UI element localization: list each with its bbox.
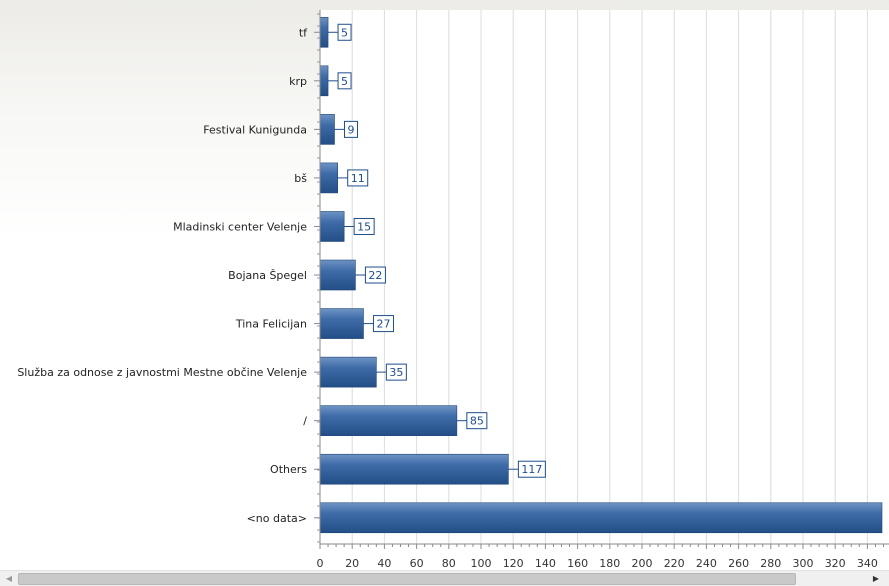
x-tick-label: 160 [567, 557, 588, 570]
data-label-box [364, 266, 386, 284]
category-labels: tf krp Festival Kunigunda bš Mladinski cente… [17, 26, 308, 525]
data-label-box [385, 363, 407, 381]
category-label: Festival Kunigunda [203, 123, 307, 136]
horizontal-scrollbar[interactable]: ◀ ▶ [0, 570, 889, 586]
bar-chart: 5 5 9 11 15 22 27 35 85 117 tf krp Festival Kunigun… [17, 10, 889, 570]
x-tick-label: 220 [664, 557, 685, 570]
scroll-left-arrow-icon[interactable]: ◀ [5, 574, 13, 583]
category-label: bš [294, 172, 307, 185]
grid-lines [351, 10, 868, 544]
category-label: Služba za odnose z javnostmi Mestne obči… [17, 366, 307, 379]
data-label: 11 [351, 172, 365, 185]
category-label: / [303, 415, 307, 428]
bar [319, 162, 339, 194]
bars: 5 5 9 11 15 22 27 35 85 117 [319, 16, 883, 534]
x-tick-label: 80 [442, 557, 456, 570]
data-label: 22 [368, 269, 382, 282]
x-tick-label: 140 [535, 557, 556, 570]
chart-area: 5 5 9 11 15 22 27 35 85 117 tf krp Festival Kunigun… [0, 0, 889, 570]
x-tick-label: 180 [599, 557, 620, 570]
data-label-box [343, 120, 358, 138]
bar [319, 502, 883, 534]
data-label-box [353, 217, 375, 235]
bar [319, 211, 345, 242]
x-tick-label: 40 [377, 557, 391, 570]
category-label: Bojana Špegel [228, 269, 307, 282]
x-tick-label: 100 [471, 557, 492, 570]
bar [319, 356, 377, 388]
x-tick-label: 300 [793, 557, 814, 570]
data-label: 35 [389, 366, 403, 379]
bar [319, 259, 356, 291]
category-label: Mladinski center Velenje [173, 220, 307, 233]
bar [319, 405, 458, 436]
category-label: <no data> [247, 512, 307, 525]
x-tick-label: 0 [317, 557, 324, 570]
x-tick-label: 60 [410, 557, 424, 570]
category-label: krp [289, 75, 307, 88]
bar [319, 308, 364, 339]
scroll-right-arrow-icon[interactable]: ▶ [872, 574, 880, 583]
x-tick-label: 340 [857, 557, 878, 570]
bar [319, 114, 335, 145]
data-label: 9 [347, 123, 354, 136]
data-label: 117 [521, 463, 542, 476]
x-axis-ticks: 0 20 40 60 80 100 120 140 160 180 200 220 240 260 280 3… [314, 13, 884, 570]
data-label: 15 [357, 220, 371, 233]
data-label: 5 [341, 26, 348, 39]
x-tick-label: 200 [632, 557, 653, 570]
x-tick-label: 240 [696, 557, 717, 570]
category-label: Others [270, 463, 307, 476]
scrollbar-thumb[interactable] [18, 573, 796, 585]
x-tick-label: 260 [728, 557, 749, 570]
data-label-box [347, 169, 369, 187]
x-tick-label: 280 [760, 557, 781, 570]
category-label: Tina Felicijan [235, 318, 307, 331]
bar [319, 16, 329, 48]
bar [319, 65, 329, 97]
data-label-box [466, 412, 488, 430]
data-label-box [337, 72, 352, 90]
x-tick-label: 320 [825, 557, 846, 570]
data-label-box [372, 315, 394, 333]
category-label: tf [299, 26, 308, 39]
data-label: 27 [376, 318, 390, 331]
data-label: 5 [341, 75, 348, 88]
data-label-box [337, 23, 352, 41]
data-label-box [517, 460, 546, 478]
x-tick-label: 120 [503, 557, 524, 570]
x-tick-label: 20 [345, 557, 359, 570]
bar [319, 453, 509, 485]
data-label: 85 [470, 415, 484, 428]
